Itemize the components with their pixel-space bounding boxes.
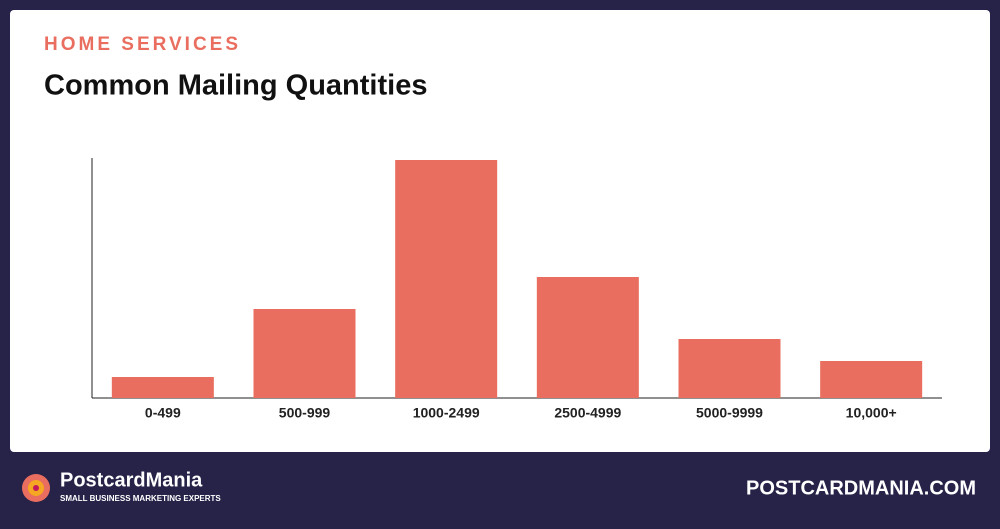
bar — [111, 377, 214, 398]
bar — [395, 160, 498, 398]
bar — [678, 339, 781, 398]
chart-title: Common Mailing Quantities — [44, 70, 427, 102]
bar — [820, 361, 923, 398]
logo-icon — [22, 474, 50, 502]
logo-dot — [33, 485, 39, 491]
chart-subtitle: HOME SERVICES — [44, 34, 241, 55]
brand-tagline: SMALL BUSINESS MARKETING EXPERTS — [60, 494, 221, 503]
x-tick-label: 5000-9999 — [696, 405, 763, 421]
brand-name: PostcardMania — [60, 469, 203, 491]
x-tick-label: 500-999 — [279, 405, 331, 421]
x-tick-label: 1000-2499 — [413, 405, 480, 421]
bar — [253, 309, 356, 398]
website: POSTCARDMANIA.COM — [746, 477, 976, 499]
x-tick-label: 2500-4999 — [554, 405, 621, 421]
bar — [536, 277, 639, 398]
x-tick-label: 0-499 — [145, 405, 181, 421]
x-tick-label: 10,000+ — [846, 405, 897, 421]
